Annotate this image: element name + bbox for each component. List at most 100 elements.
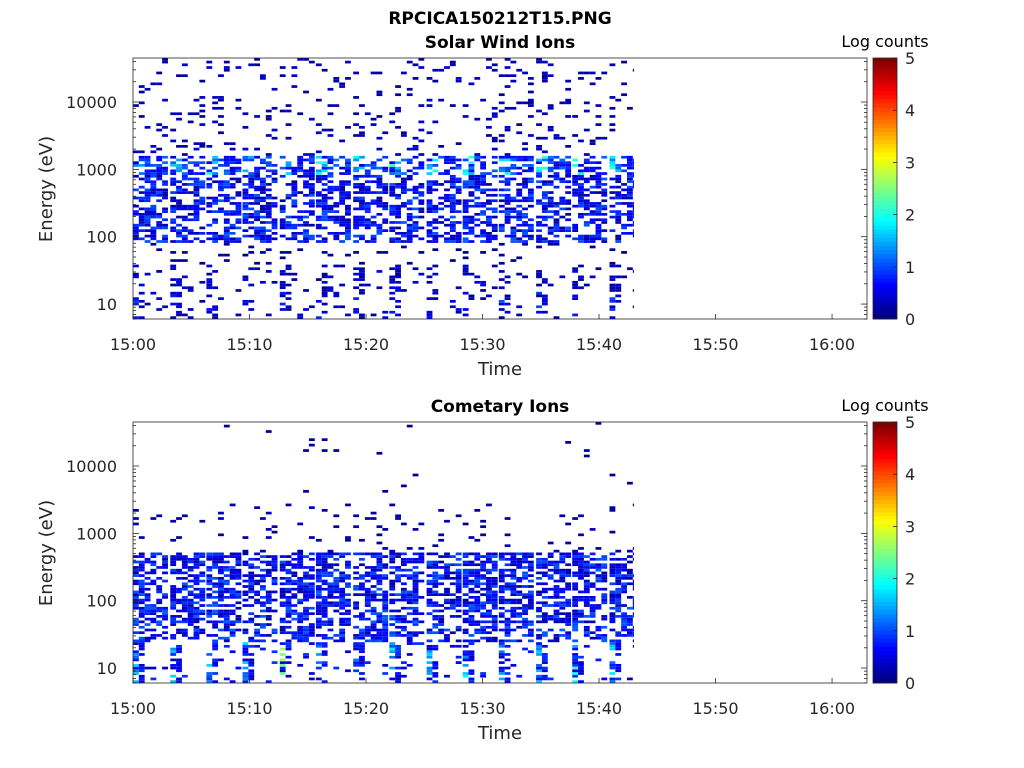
heatmap-cell: [547, 191, 554, 194]
heatmap-cell: [212, 590, 219, 594]
heatmap-cell: [376, 191, 383, 194]
heatmap-cell: [462, 552, 469, 556]
heatmap-cell: [572, 174, 579, 178]
heatmap-cell: [285, 291, 292, 295]
colorbar-segment: [873, 274, 897, 279]
heatmap-cell: [583, 221, 590, 224]
heatmap-cell: [474, 604, 481, 607]
heatmap-cell: [242, 647, 249, 651]
heatmap-cell: [212, 680, 219, 683]
heatmap-cell: [327, 174, 334, 178]
heatmap-cell: [212, 210, 219, 213]
heatmap-cell: [265, 134, 272, 137]
heatmap-cell: [223, 609, 230, 613]
heatmap-cell: [522, 609, 528, 613]
heatmap-cell: [199, 196, 206, 200]
heatmap-cell: [248, 245, 255, 249]
heatmap-cell: [162, 557, 168, 561]
heatmap-cell: [133, 204, 139, 208]
heatmap-cell: [389, 278, 396, 281]
heatmap-cell: [212, 557, 219, 561]
heatmap-cell: [400, 598, 407, 602]
heatmap-cell: [333, 634, 340, 637]
heatmap-cell: [491, 223, 498, 227]
heatmap-cell: [193, 552, 200, 556]
heatmap-cell: [199, 598, 206, 602]
heatmap-cell: [339, 240, 346, 243]
heatmap-cell: [271, 555, 278, 558]
colorbar-segment: [873, 515, 897, 521]
heatmap-cell: [308, 188, 315, 192]
heatmap-cell: [455, 615, 462, 618]
heatmap-cell: [353, 634, 360, 637]
heatmap-cell: [345, 617, 351, 621]
heatmap-cell: [242, 661, 249, 664]
heatmap-cell: [510, 237, 517, 241]
heatmap-cell: [339, 579, 346, 583]
heatmap-cell: [541, 218, 548, 222]
heatmap-cell: [199, 172, 206, 175]
heatmap-cell: [176, 215, 182, 219]
heatmap-cell: [395, 593, 401, 596]
heatmap-cell: [547, 183, 554, 186]
heatmap-cell: [223, 196, 230, 200]
heatmap-cell: [370, 568, 377, 572]
heatmap-cell: [359, 634, 365, 637]
heatmap-cell: [480, 202, 487, 205]
heatmap-cell: [609, 177, 616, 181]
heatmap-cell: [181, 259, 188, 262]
heatmap-cell: [133, 272, 139, 276]
heatmap-cell: [376, 557, 383, 561]
heatmap-cell: [615, 180, 622, 184]
heatmap-cell: [248, 158, 255, 162]
heatmap-cell: [265, 207, 272, 211]
heatmap-cell: [595, 547, 602, 550]
heatmap-cell: [327, 590, 334, 594]
heatmap-cell: [138, 237, 145, 241]
heatmap-cell: [321, 552, 328, 556]
heatmap-cell: [498, 653, 505, 656]
heatmap-cell: [218, 571, 224, 575]
heatmap-cell: [498, 650, 505, 654]
heatmap-cell: [138, 90, 145, 94]
heatmap-cell: [382, 574, 389, 577]
heatmap-cell: [285, 183, 292, 186]
heatmap-cell: [199, 579, 206, 583]
heatmap-cell: [265, 596, 272, 599]
heatmap-cell: [595, 202, 602, 205]
heatmap-cell: [235, 615, 242, 618]
heatmap-cell: [578, 164, 584, 167]
heatmap-cell: [432, 631, 439, 635]
heatmap-cell: [406, 232, 413, 235]
heatmap-cell: [406, 202, 413, 205]
heatmap-cell: [583, 596, 590, 599]
heatmap-cell: [395, 566, 401, 569]
heatmap-cell: [498, 596, 505, 599]
heatmap-cell: [285, 172, 292, 175]
heatmap-cell: [412, 634, 419, 637]
heatmap-cell: [418, 199, 425, 203]
heatmap-cell: [321, 199, 328, 203]
heatmap-cell: [486, 240, 492, 243]
heatmap-cell: [199, 145, 206, 148]
heatmap-cell: [426, 191, 433, 194]
heatmap-cell: [609, 574, 616, 577]
heatmap-cell: [382, 202, 389, 205]
heatmap-cell: [609, 96, 616, 99]
heatmap-cell: [449, 604, 456, 607]
heatmap-cell: [265, 593, 272, 596]
heatmap-cell: [572, 313, 579, 317]
heatmap-cell: [382, 310, 389, 314]
heatmap-cell: [206, 596, 213, 599]
heatmap-cell: [162, 631, 168, 635]
heatmap-cell: [595, 587, 602, 591]
heatmap-cell: [265, 574, 272, 577]
heatmap-cell: [395, 598, 401, 602]
heatmap-cell: [212, 596, 219, 599]
heatmap-cell: [522, 571, 528, 575]
heatmap-cell: [572, 647, 579, 651]
heatmap-cell: [536, 275, 542, 279]
heatmap-cell: [199, 199, 206, 203]
heatmap-cell: [242, 590, 249, 594]
